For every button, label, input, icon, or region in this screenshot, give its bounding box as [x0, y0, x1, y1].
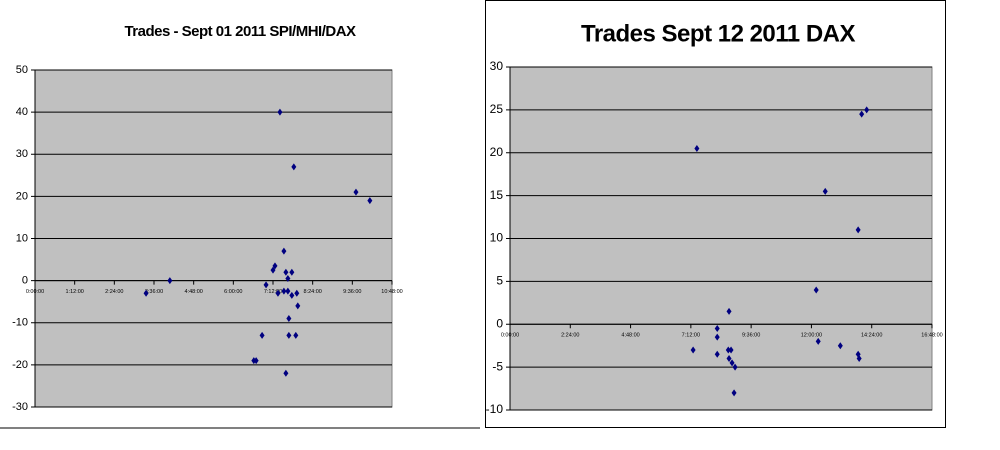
- x-tick-label: 6:00:00: [224, 289, 242, 295]
- x-tick-label: 1:12:00: [65, 289, 83, 295]
- point: [353, 188, 359, 196]
- point: [283, 268, 289, 276]
- point: [822, 187, 828, 195]
- point: [864, 106, 870, 114]
- point: [253, 357, 259, 365]
- y-tick-label: 50: [16, 64, 28, 76]
- x-tick-label: 2:24:00: [105, 289, 123, 295]
- y-tick-label: 10: [490, 231, 504, 245]
- y-tick-label: 25: [490, 102, 504, 116]
- point: [285, 275, 291, 283]
- y-tick-label: 30: [16, 148, 28, 160]
- y-tick-label: 5: [496, 274, 503, 288]
- point: [731, 389, 737, 397]
- chart-frame: [485, 0, 946, 428]
- x-tick-label: 16:48:00: [921, 333, 942, 339]
- point: [283, 369, 289, 377]
- y-tick-label: -30: [12, 401, 28, 413]
- y-tick-label: 40: [16, 106, 28, 118]
- x-tick-label: 0:00:00: [501, 333, 519, 339]
- y-tick-label: 0: [496, 316, 503, 330]
- point: [726, 355, 732, 363]
- point: [167, 277, 173, 285]
- y-tick-label: -5: [492, 359, 503, 373]
- point: [729, 359, 735, 367]
- point: [725, 346, 731, 354]
- y-tick-label: 10: [16, 232, 28, 244]
- point: [714, 350, 720, 358]
- y-tick-label: -20: [12, 359, 28, 371]
- point: [732, 363, 738, 371]
- point: [694, 144, 700, 152]
- point: [289, 268, 295, 276]
- point: [815, 337, 821, 345]
- y-tick-label: 20: [16, 190, 28, 202]
- point: [856, 355, 862, 363]
- y-tick-label: 20: [490, 145, 504, 159]
- point: [281, 287, 287, 295]
- point: [263, 281, 269, 289]
- point: [285, 287, 291, 295]
- point: [859, 110, 865, 118]
- point: [293, 331, 299, 339]
- point: [714, 333, 720, 341]
- x-tick-label: 9:36:00: [343, 289, 361, 295]
- point: [291, 163, 297, 171]
- point: [855, 226, 861, 234]
- point: [289, 291, 295, 299]
- point: [295, 302, 301, 310]
- y-tick-label: -10: [12, 317, 28, 329]
- x-tick-label: 7:12:00: [682, 333, 700, 339]
- point: [837, 342, 843, 350]
- x-tick-label: 14:24:00: [861, 333, 882, 339]
- x-tick-label: 4:48:00: [621, 333, 639, 339]
- point: [690, 346, 696, 354]
- x-tick-label: 0:00:00: [26, 289, 44, 295]
- point: [277, 108, 283, 116]
- point: [714, 325, 720, 333]
- chart-title: Trades Sept 12 2011 DAX: [581, 20, 855, 47]
- point: [259, 331, 265, 339]
- point: [270, 266, 276, 274]
- point: [275, 289, 281, 297]
- point: [726, 307, 732, 315]
- chart-title: Trades - Sept 01 2011 SPI/MHI/DAX: [124, 23, 356, 40]
- point: [286, 331, 292, 339]
- x-tick-label: 12:00:00: [801, 333, 822, 339]
- point: [143, 289, 149, 297]
- x-tick-label: 7:12:00: [264, 289, 282, 295]
- point: [281, 247, 287, 255]
- x-tick-label: 10:48:00: [381, 289, 402, 295]
- x-tick-label: 9:36:00: [742, 333, 760, 339]
- y-tick-label: 15: [490, 188, 504, 202]
- x-tick-label: 8:24:00: [303, 289, 321, 295]
- y-tick-label: 0: [22, 275, 28, 287]
- point: [367, 197, 373, 205]
- x-tick-label: 4:48:00: [184, 289, 202, 295]
- point: [813, 286, 819, 294]
- point: [728, 346, 734, 354]
- y-tick-label: -10: [486, 402, 504, 416]
- x-tick-label: 3:36:00: [145, 289, 163, 295]
- y-tick-label: 30: [490, 59, 504, 73]
- x-tick-label: 2:24:00: [561, 333, 579, 339]
- point: [286, 315, 292, 323]
- point: [294, 289, 300, 297]
